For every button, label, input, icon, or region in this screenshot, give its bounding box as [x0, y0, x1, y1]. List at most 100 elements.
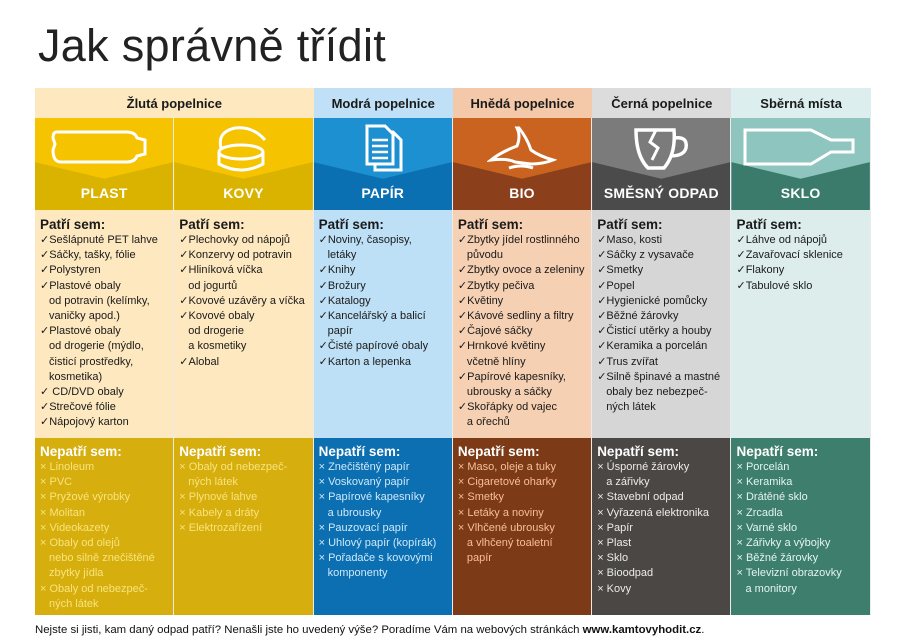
not-belongs-item: × Papír	[597, 521, 633, 534]
document-icon	[314, 124, 452, 174]
page-title: Jak správně třídit	[38, 20, 387, 71]
belongs-item: ✓Silně špinavé a mastné obaly bez nebezp…	[597, 370, 721, 414]
not-belongs-section: Nepatří sem: × Obaly od nebezpeč- ných lá…	[174, 438, 313, 615]
not-belongs-item: × Běžné žárovky	[736, 552, 819, 565]
group-header: Černá popelnice	[592, 88, 732, 118]
belongs-item: ✓Nápojový karton	[40, 416, 129, 429]
belongs-item: ✓Plechovky od nápojů	[179, 234, 291, 246]
not-belongs-heading: Nepatří sem:	[179, 444, 262, 459]
not-belongs-heading: Nepatří sem:	[457, 444, 540, 459]
belongs-item: ✓Knihy	[318, 264, 356, 277]
not-belongs-item: × Maso, oleje a tuky	[457, 461, 557, 473]
not-belongs-item: × Elektrozařízení	[179, 521, 263, 534]
belongs-item: ✓Katalogy	[318, 294, 371, 307]
belongs-item: ✓Kovové obaly od drogerie a kosmetiky	[179, 310, 255, 353]
footer-link[interactable]: www.kamtovyhodit.cz	[582, 624, 702, 636]
broken-cup-icon	[592, 124, 730, 174]
group-4: Sběrná místa SKLO Patří sem: ✓Láhve od náp…	[731, 88, 871, 615]
footer-end: .	[701, 624, 705, 636]
not-belongs-item: × Vyřazená elektronika	[597, 506, 709, 519]
glass-bottle-icon	[731, 124, 869, 174]
not-belongs-item: × Pořadače s kovovými komponenty	[318, 552, 433, 580]
belongs-item: ✓Kovové uzávěry a víčka	[179, 294, 305, 307]
belongs-item: ✓Zbytky ovoce a zeleniny	[457, 264, 585, 277]
category-label: PLAST	[80, 185, 128, 201]
category-label: KOVY	[223, 185, 264, 201]
not-belongs-heading: Nepatří sem:	[318, 444, 401, 459]
not-belongs-section: Nepatří sem: × Úsporné žárovky a zářivky ×…	[592, 438, 731, 615]
not-belongs-item: × Znečištěný papír	[318, 461, 410, 473]
not-belongs-item: × Molitan	[40, 506, 85, 519]
belongs-heading: Patří sem:	[597, 217, 663, 232]
belongs-item: ✓Karton a lepenka	[318, 355, 411, 368]
belongs-item: ✓Brožury	[318, 279, 366, 292]
not-belongs-item: × Porcelán	[736, 461, 790, 473]
belongs-item: ✓Sešlápnuté PET lahve	[40, 234, 158, 246]
belongs-item: ✓Konzervy od potravin	[179, 249, 292, 262]
category-směsný-odpad: SMĚSNÝ ODPAD Patří sem: ✓Maso, kosti ✓Sáčk…	[592, 118, 732, 615]
belongs-item: ✓Zbytky pečiva	[457, 279, 535, 292]
footer-text: Nejste si jisti, kam daný odpad patří? N…	[35, 624, 583, 636]
belongs-item: ✓Hliníková víčka od jogurtů	[179, 264, 263, 292]
not-belongs-item: × Sklo	[597, 552, 629, 565]
belongs-item: ✓Strečové fólie	[40, 401, 116, 414]
not-belongs-item: × Pryžové výrobky	[40, 491, 131, 504]
belongs-item: ✓Sáčky z vysavače	[597, 249, 694, 262]
category-plast: PLAST Patří sem: ✓Sešlápnuté PET lahve ✓Sá…	[35, 118, 175, 615]
not-belongs-item: × Kovy	[597, 582, 632, 595]
belongs-item: ✓Láhve od nápojů	[736, 234, 828, 246]
not-belongs-heading: Nepatří sem:	[736, 444, 819, 459]
not-belongs-item: × Keramika	[736, 476, 793, 489]
belongs-item: ✓Polystyren	[40, 264, 101, 277]
sorting-infographic: Žlutá popelnice PLAST Patří sem: ✓Sešlápnu…	[35, 88, 871, 615]
category-papír: PAPÍR Patří sem: ✓Noviny, časopisy, leták…	[313, 118, 453, 615]
belongs-item: ✓Hygienické pomůcky	[597, 294, 708, 307]
not-belongs-item: × Varné sklo	[736, 521, 798, 534]
not-belongs-item: × Smetky	[457, 491, 505, 504]
not-belongs-item: × Linoleum	[40, 461, 95, 473]
banana-peel-icon	[453, 124, 591, 174]
group-2: Hnědá popelnice BIO Patří sem: ✓Zbytky jíd…	[452, 88, 593, 615]
category-band: BIO	[452, 118, 592, 210]
belongs-item: ✓Keramika a porcelán	[597, 340, 708, 353]
belongs-item: ✓Hrnkové květiny včetně hlíny	[457, 340, 546, 368]
belongs-item: ✓Popel	[597, 279, 635, 292]
belongs-item: ✓Čisté papírové obaly	[318, 340, 429, 353]
belongs-section: Patří sem: ✓Láhve od nápojů ✓Zavařovací sk…	[731, 210, 870, 438]
category-band: PLAST	[35, 118, 174, 210]
belongs-heading: Patří sem:	[40, 217, 106, 232]
not-belongs-item: × Uhlový papír (kopírák)	[318, 537, 437, 550]
category-kovy: KOVY Patří sem: ✓Plechovky od nápojů ✓Konz…	[174, 118, 314, 615]
belongs-item: ✓Zavařovací sklenice	[736, 249, 843, 262]
category-label: SMĚSNÝ ODPAD	[603, 185, 719, 201]
not-belongs-item: × Obaly od olejů nebo silně znečištěné z…	[40, 537, 155, 580]
belongs-section: Patří sem: ✓Noviny, časopisy, letáky ✓Knih…	[313, 210, 452, 438]
belongs-item: ✓Trus zvířat	[597, 355, 658, 368]
not-belongs-heading: Nepatří sem:	[40, 444, 122, 459]
not-belongs-section: Nepatří sem: × Znečištěný papír × Voskovan…	[313, 438, 452, 615]
belongs-section: Patří sem: ✓Maso, kosti ✓Sáčky z vysavače ✓…	[592, 210, 731, 438]
not-belongs-heading: Nepatří sem:	[597, 444, 679, 459]
belongs-item: ✓Čisticí utěrky a houby	[597, 325, 712, 338]
not-belongs-item: × Stavební odpad	[597, 491, 684, 504]
category-sklo: SKLO Patří sem: ✓Láhve od nápojů ✓Zavařova…	[731, 118, 871, 615]
belongs-item: ✓Flakony	[736, 264, 785, 277]
not-belongs-item: × Plast	[597, 537, 632, 550]
belongs-item: ✓Smetky	[597, 264, 644, 277]
not-belongs-item: × Obaly od nebezpeč- ných látek	[179, 461, 288, 489]
belongs-heading: Patří sem:	[179, 217, 245, 232]
not-belongs-item: × Papírové kapesníky a ubrousky	[318, 491, 425, 519]
group-1: Modrá popelnice PAPÍR Patří sem: ✓Noviny, …	[313, 88, 453, 615]
not-belongs-item: × Televizní obrazovky a monitory	[736, 567, 842, 595]
belongs-section: Patří sem: ✓Plechovky od nápojů ✓Konzervy …	[174, 210, 313, 438]
can-icon	[174, 124, 312, 174]
not-belongs-item: × Letáky a noviny	[457, 506, 544, 519]
belongs-heading: Patří sem:	[318, 217, 384, 232]
belongs-item: ✓Papírové kapesníky, ubrousky a sáčky	[457, 370, 566, 399]
belongs-item: ✓Skořápky od vajec a ořechů	[457, 401, 557, 429]
belongs-item: ✓Maso, kosti	[597, 234, 663, 246]
not-belongs-item: × Vlhčené ubrousky a vlhčený toaletní pa…	[457, 521, 555, 565]
belongs-item: ✓Čajové sáčky	[457, 325, 533, 338]
group-header: Sběrná místa	[731, 88, 871, 118]
category-band: KOVY	[174, 118, 313, 210]
